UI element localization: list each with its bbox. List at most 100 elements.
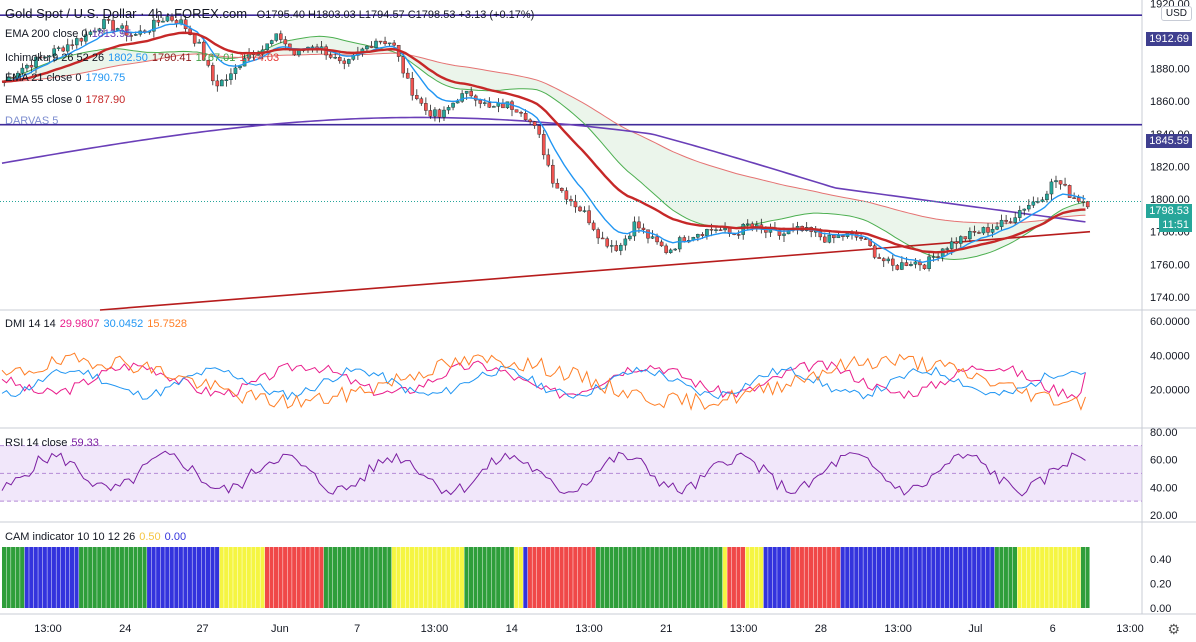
candle xyxy=(233,64,238,80)
rsi-tick-label: 60.00 xyxy=(1150,455,1178,467)
cam-bar xyxy=(237,547,242,608)
legend-dmi[interactable]: DMI 14 14 29.9807 30.0452 15.7528 xyxy=(5,318,191,330)
candle xyxy=(510,99,514,117)
candle xyxy=(383,36,387,46)
cam-bar xyxy=(677,547,682,608)
legend-darvas[interactable]: DARVAS 5 xyxy=(5,115,62,127)
cam-bar xyxy=(963,547,968,608)
cam-value-1: 0.50 xyxy=(139,531,161,543)
cam-bar xyxy=(1008,547,1013,608)
cam-bar xyxy=(876,547,882,608)
price-tick-label: 1880.00 xyxy=(1150,64,1190,76)
cam-bar xyxy=(219,547,224,608)
cam-bar xyxy=(1049,547,1054,608)
candle xyxy=(75,36,79,49)
cam-bar xyxy=(115,547,120,608)
ichimoku-label: Ichimoku 9 26 52 26 xyxy=(5,52,105,64)
cam-bar xyxy=(691,547,696,608)
candle xyxy=(668,248,673,254)
cam-bar xyxy=(799,547,804,608)
cam-bar xyxy=(1080,547,1086,608)
candle xyxy=(56,45,61,52)
candle xyxy=(541,129,546,160)
cam-bar xyxy=(777,547,782,608)
cam-bar xyxy=(405,547,410,608)
cam-bar xyxy=(328,547,333,608)
ohlc-readout: O1795.40 H1803.03 L1794.57 C1798.53 +3.1… xyxy=(256,9,535,21)
candle xyxy=(954,237,959,250)
symbol-title: Gold Spot / U.S. Dollar · 4h · FOREX.com xyxy=(5,6,248,21)
candle xyxy=(483,98,487,107)
candle xyxy=(546,148,551,168)
cam-bar xyxy=(292,547,297,608)
candle xyxy=(995,222,999,231)
adx-value: 15.7528 xyxy=(147,318,188,330)
legend-cam[interactable]: CAM indicator 10 10 12 26 0.50 0.00 xyxy=(5,531,190,543)
candle xyxy=(532,121,537,129)
cam-bar xyxy=(972,547,977,608)
legend-ema55[interactable]: EMA 55 close 0 1787.90 xyxy=(5,94,129,106)
rsi-tick-label: 20.00 xyxy=(1150,510,1178,522)
price-tick-label: 1920.00 xyxy=(1150,0,1190,10)
cam-bar xyxy=(20,547,25,608)
cam-bar xyxy=(854,547,859,608)
candle xyxy=(25,63,29,73)
candle xyxy=(161,17,165,23)
candle xyxy=(446,105,451,115)
level-tag-1912: 1912.69 xyxy=(1146,32,1192,46)
cam-bar xyxy=(772,547,777,608)
cam-bar xyxy=(314,547,319,608)
gear-icon[interactable]: ⚙ xyxy=(1167,621,1180,637)
candle xyxy=(673,248,677,252)
cam-bar xyxy=(967,547,972,608)
candle xyxy=(909,261,913,267)
cam-bar xyxy=(591,547,596,608)
cam-bar xyxy=(722,547,727,608)
candle xyxy=(374,38,378,50)
cam-bar xyxy=(795,547,800,608)
candle xyxy=(537,125,541,138)
legend-ema21[interactable]: EMA 21 close 0 1790.75 xyxy=(5,72,129,84)
legend-ema200[interactable]: EMA 200 close 0 1813.95 xyxy=(5,28,135,40)
legend-rsi[interactable]: RSI 14 close 59.33 xyxy=(5,437,103,449)
candle xyxy=(519,110,523,117)
cam-bar xyxy=(1076,547,1081,608)
candle xyxy=(900,256,904,271)
cam-bar xyxy=(128,547,134,608)
cam-bar xyxy=(468,547,474,608)
cam-bar xyxy=(695,547,700,608)
ema55-line xyxy=(1,31,1086,254)
cam-bar xyxy=(1044,547,1049,608)
candle xyxy=(999,214,1004,230)
cam-tick-label: 0.00 xyxy=(1150,603,1171,615)
time-tick-label: 28 xyxy=(815,623,827,635)
candle xyxy=(872,243,877,260)
candle xyxy=(20,63,25,77)
candle xyxy=(269,39,274,46)
cam-bar xyxy=(636,547,641,608)
cam-bar xyxy=(382,547,387,608)
cam-bar xyxy=(577,547,582,608)
candle xyxy=(877,253,881,259)
cam-bar xyxy=(437,547,442,608)
cam-bar xyxy=(895,547,900,608)
candle xyxy=(224,74,229,87)
candle xyxy=(650,230,655,240)
legend-ichimoku[interactable]: Ichimoku 9 26 52 26 1802.50 1790.41 1767.01… xyxy=(5,52,283,64)
cam-bar xyxy=(650,547,655,608)
candle xyxy=(378,40,383,45)
cam-bar xyxy=(804,547,809,608)
candle xyxy=(415,89,419,101)
cam-bar xyxy=(142,547,147,608)
ichimoku-value-2: 1790.41 xyxy=(151,52,192,64)
cam-bar xyxy=(564,547,569,608)
rsi-line xyxy=(1,450,1086,497)
candle xyxy=(736,230,741,239)
cam-bar xyxy=(47,547,52,608)
currency-button[interactable]: USD xyxy=(1160,6,1192,21)
candle xyxy=(714,227,718,234)
cam-bar xyxy=(623,547,628,608)
candle xyxy=(514,109,519,113)
candle xyxy=(1017,205,1022,222)
